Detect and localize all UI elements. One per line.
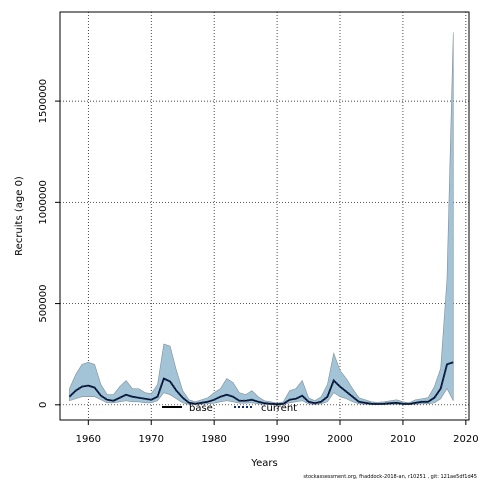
x-tick-label: 1970 bbox=[139, 434, 164, 445]
confidence-band-area bbox=[69, 32, 454, 406]
x-tick-label: 2020 bbox=[453, 434, 478, 445]
legend-current-label: current bbox=[261, 403, 297, 414]
current-series-line bbox=[68, 361, 454, 406]
x-axis-title: Years bbox=[250, 458, 277, 469]
y-tick-label: 500000 bbox=[38, 284, 49, 322]
y-tick-label: 1500000 bbox=[38, 79, 49, 124]
x-tick-label: 1960 bbox=[76, 434, 101, 445]
x-tick-label: 1980 bbox=[201, 434, 226, 445]
grid-lines bbox=[60, 12, 469, 420]
plot-frame bbox=[59, 11, 470, 421]
y-axis-title: Recruits (age 0) bbox=[14, 176, 25, 256]
y-tick-label: 1000000 bbox=[38, 180, 49, 225]
x-axis: 1960 1970 1980 1990 2000 2010 2020 bbox=[76, 420, 479, 445]
x-tick-label: 1990 bbox=[264, 434, 289, 445]
x-tick-label: 2000 bbox=[327, 434, 352, 445]
confidence-band bbox=[69, 32, 454, 406]
series-lines bbox=[68, 361, 454, 406]
legend-base-label: base bbox=[189, 403, 213, 414]
y-tick-label: 0 bbox=[38, 402, 49, 408]
y-axis: 0 500000 1000000 1500000 bbox=[38, 79, 60, 408]
legend: base current bbox=[162, 403, 297, 414]
footer-credit: stockassessment.org, fhaddock-2018-an, r… bbox=[303, 474, 477, 480]
x-tick-label: 2010 bbox=[390, 434, 415, 445]
